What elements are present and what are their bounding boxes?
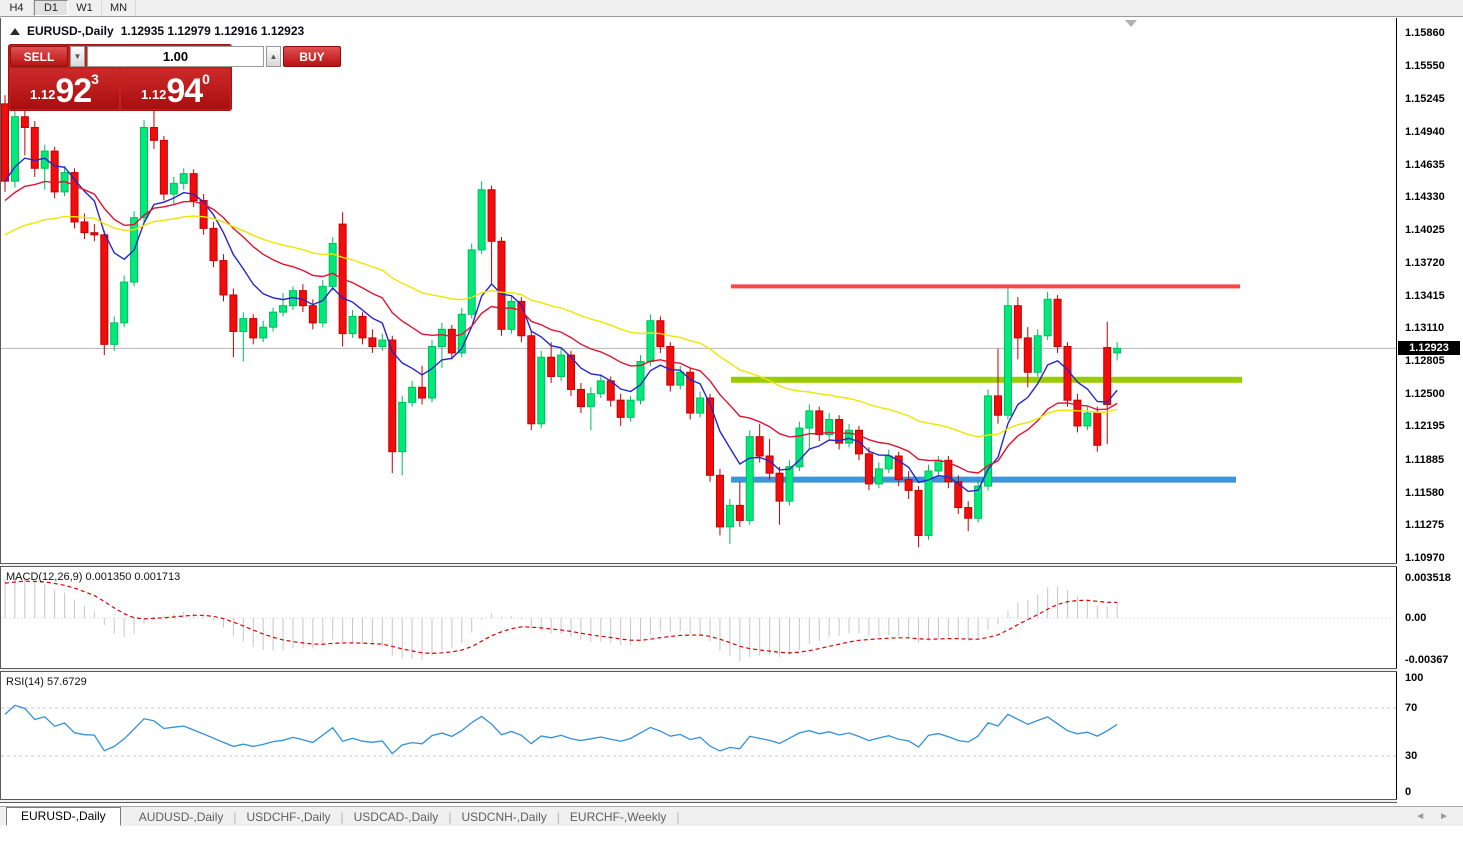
macd-axis-label: -0.00367 [1405, 653, 1449, 666]
sell-button[interactable]: SELL [10, 46, 68, 67]
collapse-panel-icon[interactable] [10, 27, 20, 35]
price-axis-label: 1.12500 [1405, 387, 1445, 400]
tab-separator: | [340, 809, 344, 824]
price-axis-label: 1.12195 [1405, 420, 1445, 433]
sell-price-small: 1.12 [30, 87, 56, 102]
buy-price-small: 1.12 [141, 87, 167, 102]
buy-price-box[interactable]: 1.12 94 0 [121, 69, 230, 109]
chart-tab-bar: EURUSD-,Daily AUDUSD-,Daily | USDCHF-,Daily… [0, 806, 1463, 826]
price-axis-label: 1.13110 [1405, 322, 1445, 335]
price-axis-label: 1.10970 [1405, 552, 1445, 564]
ohlc-quotes-label: 1.12935 1.12979 1.12916 1.12923 [120, 24, 305, 38]
timeframe-button-w1[interactable]: W1 [68, 0, 102, 16]
tab-scroll-left-button[interactable]: ◄ [1415, 811, 1426, 822]
price-axis-label: 1.13720 [1405, 256, 1445, 269]
tab-scroll-right-button[interactable]: ► [1439, 811, 1449, 822]
macd-axis-label: 0.00 [1405, 612, 1427, 624]
sell-price-pip: 3 [91, 71, 99, 87]
sell-price-box[interactable]: 1.12 92 3 [10, 69, 119, 109]
macd-panel[interactable] [0, 567, 1397, 668]
chart-tab-eurusd-daily[interactable]: EURUSD-,Daily [6, 807, 121, 826]
volume-decrease-button[interactable]: ▼ [70, 46, 85, 67]
tab-separator: | [676, 809, 680, 824]
chart-tab-audusd-daily[interactable]: AUDUSD-,Daily [138, 809, 224, 824]
volume-increase-button[interactable]: ▲ [266, 46, 281, 67]
price-axis-label: 1.11580 [1405, 486, 1445, 499]
rsi-axis-label: 30 [1405, 750, 1418, 762]
chart-shift-marker-icon[interactable] [1125, 20, 1137, 27]
timeframe-button-h4[interactable]: H4 [0, 0, 34, 16]
price-axis-label: 1.14330 [1405, 191, 1445, 204]
tab-separator: | [233, 809, 237, 824]
current-price-tag: 1.12923 [1398, 341, 1460, 356]
macd-axis-label: 0.003518 [1405, 571, 1451, 584]
chart-title: EURUSD-,Daily 1.12935 1.12979 1.12916 1.… [10, 24, 304, 38]
price-axis-label: 1.12805 [1405, 354, 1445, 367]
timeframe-button-mn[interactable]: MN [102, 0, 136, 16]
chart-window[interactable]: EURUSD-,Daily 1.12935 1.12979 1.12916 1.… [0, 18, 1463, 844]
chart-tab-usdcnh-daily[interactable]: USDCNH-,Daily [461, 809, 547, 824]
timeframe-toolbar: H4 D1 W1 MN [0, 0, 1463, 17]
buy-button[interactable]: BUY [283, 46, 341, 67]
rsi-axis-label: 70 [1405, 702, 1418, 714]
chart-tab-usdcad-daily[interactable]: USDCAD-,Daily [353, 809, 439, 824]
rsi-axis-label: 0 [1405, 786, 1412, 798]
timeframe-button-d1[interactable]: D1 [34, 0, 68, 16]
price-axis-label: 1.11275 [1405, 519, 1445, 532]
tab-separator: | [448, 809, 452, 824]
buy-price-big: 94 [166, 72, 203, 110]
sell-price-big: 92 [55, 72, 92, 110]
panel-splitter[interactable] [0, 668, 1463, 672]
chart-tab-eurchf-weekly[interactable]: EURCHF-,Weekly [569, 809, 667, 824]
one-click-trade-panel: SELL ▼ ▲ BUY 1.12 92 3 1.12 94 0 [8, 44, 341, 111]
price-axis-label: 1.14025 [1405, 224, 1445, 236]
symbol-period-label: EURUSD-,Daily [27, 24, 114, 38]
price-axis-label: 1.11885 [1405, 453, 1445, 466]
rsi-axis-label: 100 [1405, 672, 1424, 684]
tab-separator: | [556, 809, 560, 824]
price-axis-label: 1.15860 [1405, 27, 1445, 39]
buy-price-pip: 0 [202, 71, 210, 87]
price-axis-label: 1.15550 [1405, 60, 1445, 73]
chart-tab-usdchf-daily[interactable]: USDCHF-,Daily [246, 809, 331, 824]
price-axis[interactable]: 1.12923 1.15860 1.15550 1.15245 1.14940 1.14… [1397, 18, 1463, 844]
price-axis-label: 1.13415 [1405, 289, 1445, 302]
panel-splitter[interactable] [0, 563, 1463, 567]
price-axis-label: 1.15245 [1405, 93, 1445, 106]
rsi-panel[interactable] [0, 672, 1397, 799]
volume-input[interactable] [87, 46, 264, 67]
price-axis-label: 1.14635 [1405, 158, 1445, 171]
macd-indicator-label: MACD(12,26,9) 0.001350 0.001713 [6, 571, 181, 583]
price-axis-label: 1.14940 [1405, 125, 1445, 138]
panel-splitter [0, 799, 1463, 803]
rsi-indicator-label: RSI(14) 57.6729 [6, 676, 87, 688]
